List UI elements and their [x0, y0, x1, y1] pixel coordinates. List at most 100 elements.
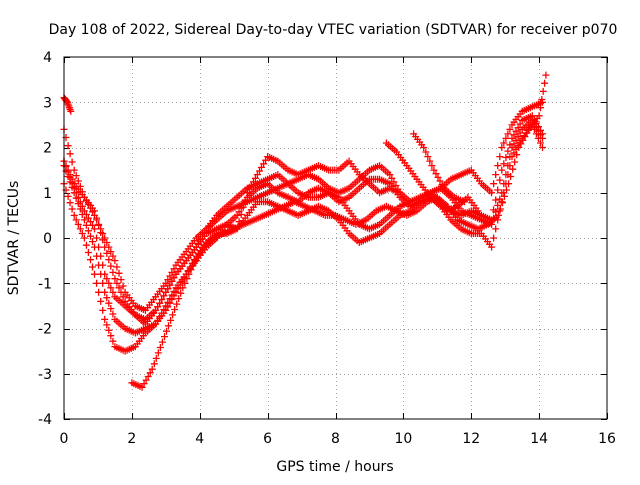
data-point	[66, 150, 74, 158]
data-point	[101, 288, 109, 296]
data-point	[498, 166, 506, 174]
data-point	[251, 174, 259, 182]
data-point	[166, 281, 174, 289]
data-point	[235, 208, 243, 216]
data-point	[74, 200, 82, 208]
data-point	[504, 147, 512, 155]
data-point	[187, 266, 195, 274]
data-point	[386, 171, 394, 179]
data-point	[177, 289, 185, 297]
data-point	[68, 158, 76, 166]
data-point	[107, 262, 115, 270]
data-point	[516, 129, 524, 137]
data-point	[474, 207, 482, 215]
data-point	[432, 170, 440, 178]
data-point	[496, 195, 504, 203]
data-point	[181, 279, 189, 287]
data-point	[505, 180, 513, 188]
data-point	[517, 140, 525, 148]
data-point	[72, 172, 80, 180]
data-point	[64, 166, 72, 174]
data-point	[103, 239, 111, 246]
data-point	[119, 282, 127, 290]
data-point	[539, 134, 546, 142]
data-point	[109, 252, 117, 260]
data-point	[138, 383, 146, 391]
data-point	[510, 131, 518, 139]
data-point	[72, 194, 80, 202]
data-point	[490, 180, 498, 188]
data-point	[93, 279, 101, 287]
y-tick-label: 2	[43, 141, 52, 157]
data-point	[91, 207, 98, 215]
data-point	[84, 249, 92, 256]
data-point	[503, 186, 510, 194]
data-point	[245, 185, 253, 193]
data-point	[507, 173, 515, 180]
data-point	[537, 104, 544, 112]
data-point	[260, 160, 268, 168]
data-point	[249, 178, 257, 186]
data-point	[438, 181, 446, 189]
data-point	[511, 158, 519, 166]
data-point	[161, 333, 168, 341]
data-point	[239, 201, 247, 208]
data-point	[97, 297, 105, 305]
data-point	[516, 120, 524, 128]
data-point	[154, 303, 162, 311]
data-point	[95, 288, 103, 296]
data-point	[523, 129, 531, 137]
data-point	[506, 125, 514, 133]
data-point	[74, 177, 82, 185]
data-point	[152, 306, 160, 314]
data-point	[82, 221, 90, 229]
series-day-4	[60, 98, 546, 328]
data-point	[103, 321, 111, 329]
data-point	[430, 166, 438, 174]
data-point	[97, 270, 105, 278]
data-point	[509, 165, 517, 173]
data-point	[113, 263, 121, 271]
data-point	[156, 299, 164, 307]
data-point	[109, 310, 117, 318]
data-point	[93, 234, 101, 242]
data-point	[494, 162, 502, 170]
data-point	[201, 229, 208, 237]
data-point	[195, 250, 203, 258]
x-tick-label: 14	[530, 431, 548, 447]
data-point	[82, 241, 90, 249]
data-point	[101, 243, 109, 251]
data-point	[158, 296, 166, 303]
data-point	[183, 275, 191, 283]
data-point	[107, 248, 115, 256]
data-point	[426, 157, 434, 165]
data-point	[515, 144, 523, 151]
data-point	[500, 139, 508, 147]
data-point	[253, 171, 261, 179]
data-point	[87, 232, 94, 240]
data-point	[496, 205, 504, 213]
data-point	[194, 239, 202, 247]
x-tick-label: 10	[394, 431, 412, 447]
data-point	[91, 243, 98, 251]
data-point	[189, 261, 197, 269]
data-point	[66, 171, 74, 179]
data-point	[168, 268, 176, 276]
data-point	[512, 127, 520, 135]
series-day-6	[128, 71, 550, 391]
data-point	[144, 373, 152, 380]
data-point	[101, 315, 109, 323]
data-point	[169, 311, 177, 319]
data-point	[496, 153, 504, 161]
data-point	[519, 136, 527, 144]
data-point	[170, 265, 178, 273]
data-point	[162, 279, 170, 287]
data-point	[541, 79, 549, 87]
x-tick-label: 4	[195, 431, 204, 447]
data-point	[173, 300, 181, 308]
data-point	[168, 291, 176, 299]
data-point	[504, 162, 512, 170]
data-point	[490, 234, 498, 242]
data-point	[93, 252, 101, 260]
